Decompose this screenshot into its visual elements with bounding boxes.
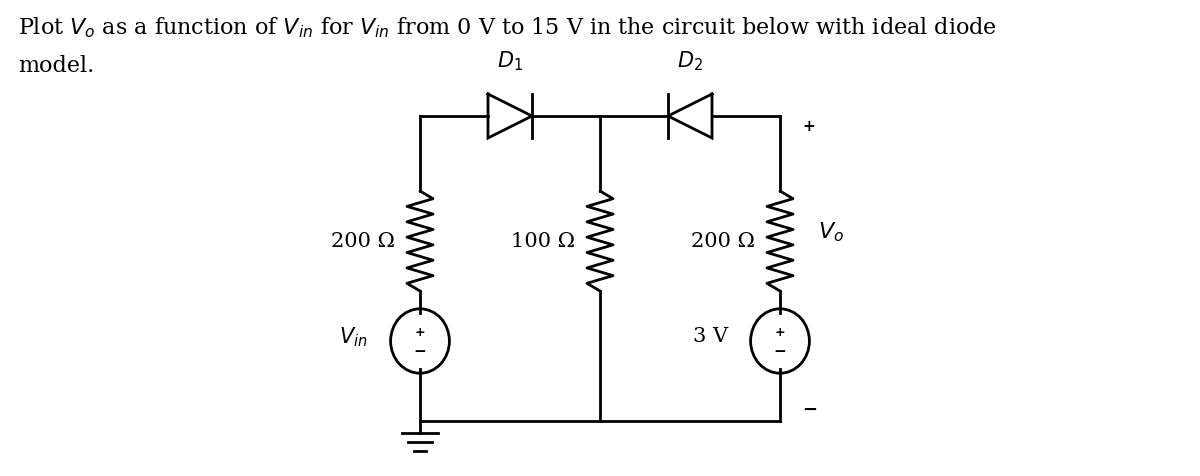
Text: $V_{in}$: $V_{in}$ xyxy=(340,325,368,348)
Text: 100 Ω: 100 Ω xyxy=(511,232,575,251)
Text: +: + xyxy=(802,119,815,134)
Text: 3 V: 3 V xyxy=(692,327,728,346)
Text: −: − xyxy=(414,344,426,359)
Text: 200 Ω: 200 Ω xyxy=(691,232,755,251)
Text: $V_o$: $V_o$ xyxy=(818,220,844,243)
Text: +: + xyxy=(415,326,425,339)
Text: +: + xyxy=(775,326,785,339)
Text: −: − xyxy=(802,400,817,418)
Text: $D_1$: $D_1$ xyxy=(497,50,523,73)
Text: −: − xyxy=(774,344,786,359)
Text: model.: model. xyxy=(18,55,95,77)
Text: Plot $V_o$ as a function of $V_{in}$ for $V_{in}$ from 0 V to 15 V in the circui: Plot $V_o$ as a function of $V_{in}$ for… xyxy=(18,15,997,40)
Text: $D_2$: $D_2$ xyxy=(677,50,703,73)
Text: 200 Ω: 200 Ω xyxy=(331,232,395,251)
